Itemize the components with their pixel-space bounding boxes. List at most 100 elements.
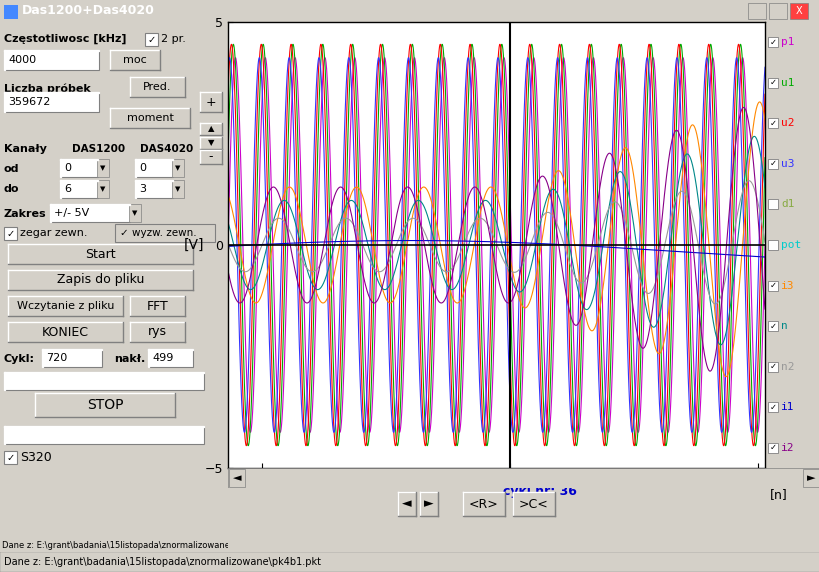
Bar [200,92,222,112]
Text: ✓: ✓ [768,38,776,47]
Text: pot: pot [780,240,800,250]
Text: ▼: ▼ [175,186,180,192]
Bar [8,270,192,290]
Bar [767,37,777,47]
Bar [135,180,136,198]
Text: +/- 5V: +/- 5V [54,208,89,218]
Bar [42,349,102,367]
Bar [767,362,777,372]
Bar [42,349,102,350]
Text: ▼: ▼ [100,165,106,171]
Bar [4,372,204,373]
Text: ✓: ✓ [768,321,776,331]
Text: ►: ► [806,473,814,483]
Bar [147,349,149,367]
Text: STOP: STOP [87,398,123,412]
Bar [4,426,204,444]
Bar [97,159,109,177]
Text: 2 pr.: 2 pr. [161,34,186,45]
Text: i3: i3 [780,280,794,291]
Text: <R>: <R> [468,498,498,510]
Bar [4,92,99,93]
Text: 720: 720 [46,353,67,363]
Bar [200,150,222,164]
Bar [4,372,5,390]
Bar [50,204,51,222]
Text: -: - [209,150,213,164]
Text: ▼: ▼ [100,186,106,192]
Text: d1: d1 [780,200,794,209]
Bar [42,349,43,367]
Text: +: + [206,96,216,109]
Bar [147,349,192,350]
Bar [130,77,185,97]
Text: n2: n2 [780,362,794,372]
Bar [129,204,141,222]
Text: 499: 499 [152,353,173,363]
Text: 359672: 359672 [8,97,50,107]
Bar [110,50,160,70]
Bar [419,492,437,516]
Bar [60,159,61,177]
Bar [115,224,215,242]
Bar [513,492,554,516]
Text: moc: moc [123,55,147,65]
Bar [767,200,777,209]
Text: ✓: ✓ [147,34,156,45]
Text: 0: 0 [139,163,146,173]
Bar [60,159,98,177]
Bar [135,180,173,181]
Text: moment: moment [126,113,174,123]
Bar [4,372,204,390]
Text: Dane z: E:\grant\badania\15listopada\znormalizowane\pk4b1.pkt: Dane z: E:\grant\badania\15listopada\zno… [2,541,275,550]
Text: ✓: ✓ [7,228,15,239]
Bar [767,402,777,412]
Bar [135,180,173,198]
Text: DAS4020: DAS4020 [140,144,193,154]
Bar [4,5,18,19]
Y-axis label: [V]: [V] [183,238,204,252]
Bar [200,137,222,149]
Bar [767,240,777,250]
Text: zegar zewn.: zegar zewn. [20,228,88,239]
Bar [4,426,204,427]
Bar [147,349,192,367]
Bar [229,469,245,487]
Text: ▼: ▼ [175,165,180,171]
Text: Częstotliwosc [kHz]: Częstotliwosc [kHz] [4,34,126,44]
Bar [4,50,99,70]
Text: [n]: [n] [769,488,787,501]
Text: ◄: ◄ [233,473,241,483]
Text: od: od [4,164,20,174]
Text: p1: p1 [780,37,794,47]
Bar [4,92,5,112]
Text: Cykl:: Cykl: [4,354,35,364]
Text: Zakres: Zakres [4,209,47,219]
Text: Kanały: Kanały [4,144,47,154]
Bar [4,451,17,464]
Bar [8,322,123,342]
Bar [789,3,807,19]
Bar [767,118,777,128]
Text: ►: ► [423,498,433,510]
Bar [145,33,158,46]
Text: ▲: ▲ [207,125,214,133]
Text: u1: u1 [780,78,794,88]
Bar [50,204,130,205]
Bar [60,180,98,198]
Text: ✓: ✓ [768,160,776,168]
Text: ✓: ✓ [768,362,776,371]
Bar [767,159,777,169]
Text: i1: i1 [780,402,794,412]
Text: u2: u2 [780,118,794,128]
Text: ◄: ◄ [401,498,411,510]
Bar [200,123,222,135]
Text: ✓: ✓ [768,403,776,412]
Text: rys: rys [147,325,167,339]
Text: Start: Start [85,248,115,260]
Text: Dane z: E:\grant\badania\15listopada\znormalizowane\pk4b1.pkt: Dane z: E:\grant\badania\15listopada\zno… [4,557,320,567]
Bar [135,159,173,177]
Bar [60,180,61,198]
Text: ✓: ✓ [7,452,15,463]
Bar [767,321,777,331]
